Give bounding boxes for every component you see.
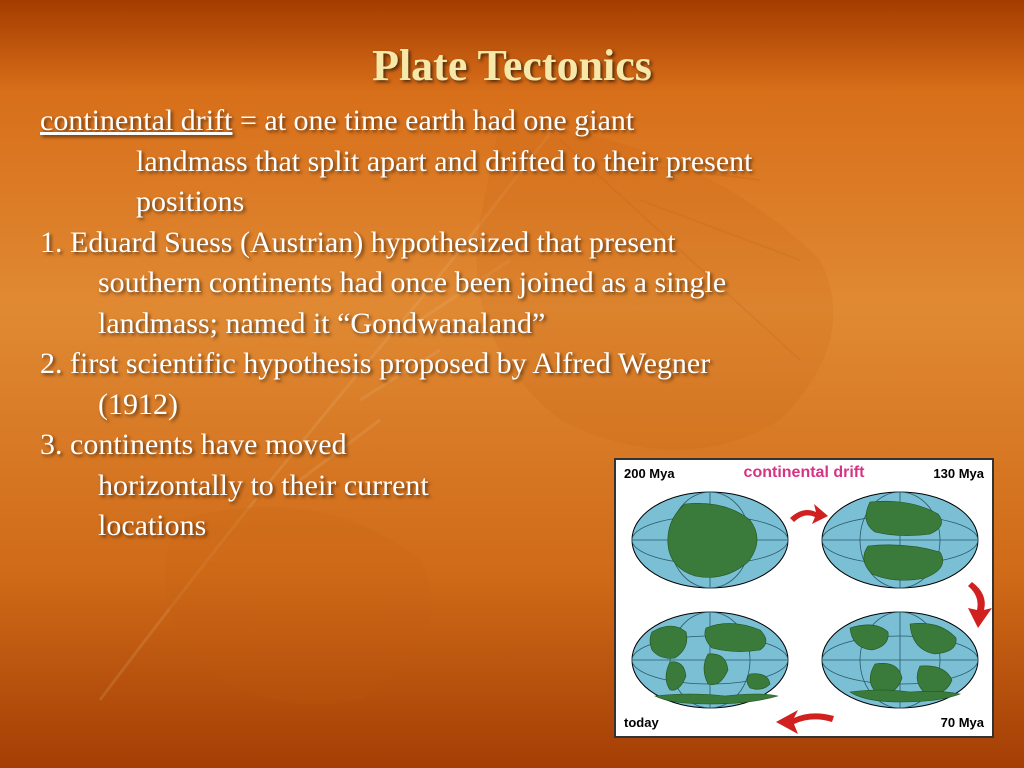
definition-term: continental drift [40, 104, 232, 137]
point-1-line-2: southern continents had once been joined… [40, 263, 984, 304]
figure-label-tl: 200 Mya [624, 466, 675, 481]
slide-title: Plate Tectonics [40, 40, 984, 91]
slide: Plate Tectonics continental drift = at o… [0, 0, 1024, 768]
point-3-line-3: locations [40, 506, 560, 547]
point-3-line-2: horizontally to their current [40, 466, 560, 507]
globe-130mya [820, 490, 980, 590]
globe-70mya [820, 610, 980, 710]
arrow-icon [776, 710, 836, 734]
figure-label-tr: 130 Mya [933, 466, 984, 481]
point-2-line-2: (1912) [40, 385, 984, 426]
globe-today [630, 610, 790, 710]
figure-label-br: 70 Mya [941, 715, 984, 730]
definition-line-1: continental drift = at one time earth ha… [40, 101, 984, 142]
definition-line-2: landmass that split apart and drifted to… [40, 142, 984, 183]
figure-label-bl: today [624, 715, 659, 730]
point-3-line-1: 3. continents have moved [40, 425, 560, 466]
continental-drift-figure: continental drift 200 Mya 130 Mya today … [614, 458, 994, 738]
definition-line-3: positions [40, 182, 984, 223]
point-2-line-1: 2. first scientific hypothesis proposed … [40, 344, 984, 385]
globe-200mya [630, 490, 790, 590]
point-1-line-1: 1. Eduard Suess (Austrian) hypothesized … [40, 223, 984, 264]
point-1-line-3: landmass; named it “Gondwanaland” [40, 304, 984, 345]
arrow-icon [788, 500, 828, 530]
definition-rest: = at one time earth had one giant [232, 104, 634, 137]
arrow-icon [966, 580, 992, 628]
